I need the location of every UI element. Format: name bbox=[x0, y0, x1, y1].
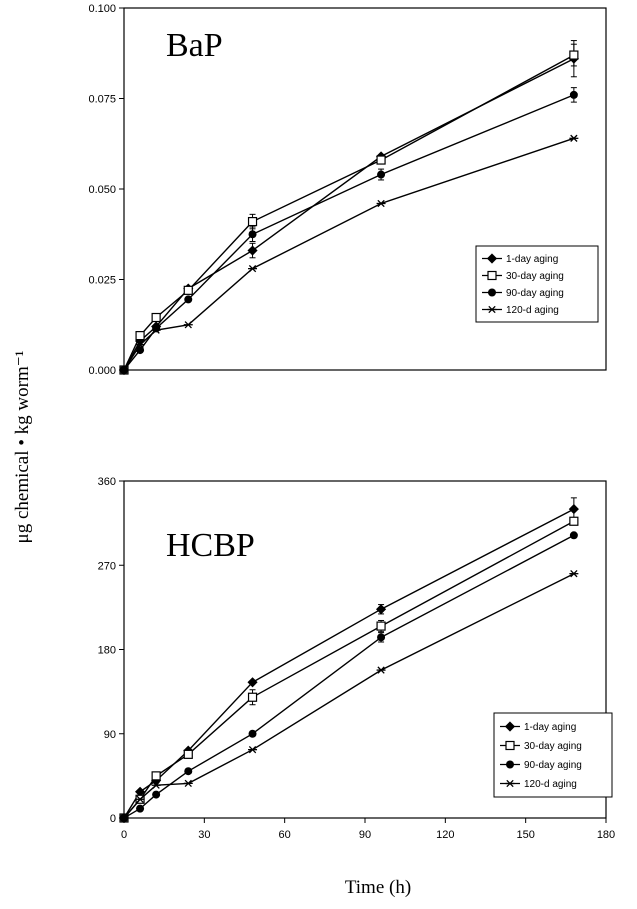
data-point bbox=[183, 285, 193, 295]
legend: 1-day aging 30-day aging 90-day aging 120-d… bbox=[475, 245, 599, 323]
hcbp-chart-panel: 0 90 180 270 360 0 30 60 90 120 150 180 HCBP 1-day ag… bbox=[98, 476, 616, 841]
legend-marker bbox=[486, 253, 498, 264]
x-tick-label: 150 bbox=[516, 829, 534, 841]
legend-label: 1-day aging bbox=[524, 722, 576, 733]
data-point bbox=[184, 767, 193, 776]
y-tick-label: 270 bbox=[98, 560, 116, 572]
legend-item: 30-day aging bbox=[500, 740, 582, 752]
data-point bbox=[569, 134, 579, 142]
data-point bbox=[183, 749, 193, 759]
series-90-day-aging bbox=[120, 531, 578, 822]
data-point bbox=[377, 170, 386, 179]
y-tick-label: 360 bbox=[98, 476, 116, 488]
legend-marker bbox=[506, 760, 514, 769]
data-point bbox=[152, 790, 161, 799]
data-point bbox=[248, 230, 257, 239]
data-point bbox=[151, 312, 161, 323]
data-point bbox=[248, 746, 258, 754]
legend-label: 30-day aging bbox=[524, 741, 582, 752]
data-point bbox=[183, 321, 193, 329]
legend-marker bbox=[505, 779, 515, 788]
data-point bbox=[119, 366, 129, 374]
x-tick-label: 90 bbox=[359, 829, 371, 841]
legend-marker bbox=[487, 270, 497, 281]
data-point bbox=[569, 90, 578, 99]
legend-label: 30-day aging bbox=[506, 271, 564, 282]
data-point bbox=[376, 604, 387, 615]
series-line bbox=[123, 94, 575, 371]
x-tick-label: 180 bbox=[597, 829, 615, 841]
legend-marker bbox=[488, 288, 496, 297]
legend: 1-day aging 30-day aging 90-day aging 120-d… bbox=[493, 712, 613, 798]
data-point bbox=[183, 779, 193, 788]
data-point bbox=[568, 504, 579, 515]
legend-label: 120-d aging bbox=[506, 305, 559, 316]
legend-item: 1-day aging bbox=[500, 721, 576, 733]
y-tick-label: 0.000 bbox=[88, 365, 116, 377]
data-point bbox=[151, 771, 161, 781]
data-point bbox=[248, 729, 257, 738]
data-point bbox=[248, 264, 258, 273]
legend-label: 1-day aging bbox=[506, 254, 558, 265]
data-point bbox=[184, 295, 193, 304]
data-point bbox=[247, 677, 258, 688]
legend-marker bbox=[487, 305, 497, 314]
data-point bbox=[135, 341, 145, 349]
series-90-day-aging bbox=[120, 87, 578, 374]
x-tick-label: 30 bbox=[198, 829, 210, 841]
series-120-d-aging bbox=[119, 134, 579, 374]
data-point bbox=[151, 326, 161, 334]
bap-chart-panel: 0.000 0.025 0.050 0.075 0.100 BaP 1-day aging 3… bbox=[88, 3, 607, 377]
data-point bbox=[247, 692, 258, 702]
legend-label: 90-day aging bbox=[506, 288, 564, 299]
y-tick-label: 0.100 bbox=[88, 3, 116, 15]
legend-item: 90-day aging bbox=[500, 760, 582, 771]
data-point bbox=[136, 804, 145, 813]
y-tick-label: 90 bbox=[104, 729, 116, 741]
data-point bbox=[376, 155, 386, 165]
x-axis-title: Time (h) bbox=[345, 877, 411, 898]
data-point bbox=[376, 621, 386, 631]
panel-title: BaP bbox=[166, 27, 223, 64]
data-point bbox=[135, 795, 145, 803]
series-line bbox=[123, 58, 575, 371]
x-tick-label: 120 bbox=[436, 829, 454, 841]
legend-item: 120-d aging bbox=[500, 779, 577, 790]
data-point bbox=[377, 633, 386, 642]
legend-item: 30-day aging bbox=[482, 270, 564, 282]
data-point bbox=[376, 199, 386, 208]
y-tick-label: 0 bbox=[110, 813, 116, 825]
data-point bbox=[569, 50, 579, 60]
legend-marker bbox=[505, 740, 515, 751]
x-tick-label: 0 bbox=[121, 829, 127, 841]
data-point bbox=[569, 531, 578, 540]
legend-item: 90-day aging bbox=[482, 288, 564, 299]
data-point bbox=[247, 245, 258, 256]
x-tick-label: 60 bbox=[279, 829, 291, 841]
data-point bbox=[151, 781, 161, 789]
y-tick-label: 0.075 bbox=[88, 94, 116, 106]
legend-marker bbox=[504, 721, 516, 732]
legend-item: 1-day aging bbox=[482, 253, 558, 265]
data-point bbox=[135, 331, 145, 341]
legend-item: 120-d aging bbox=[482, 305, 559, 316]
y-tick-label: 0.050 bbox=[88, 184, 116, 196]
y-axis-title: μg chemical • kg worm⁻¹ bbox=[12, 350, 33, 543]
legend-label: 90-day aging bbox=[524, 760, 582, 771]
data-point bbox=[569, 516, 579, 526]
data-point bbox=[376, 666, 386, 674]
data-point bbox=[119, 814, 129, 822]
series-120-d-aging bbox=[119, 570, 579, 822]
data-point bbox=[247, 216, 258, 227]
panel-title: HCBP bbox=[166, 527, 255, 564]
data-point bbox=[152, 324, 161, 333]
y-tick-label: 180 bbox=[98, 645, 116, 657]
y-tick-label: 0.025 bbox=[88, 275, 116, 287]
data-point bbox=[569, 570, 579, 578]
legend-label: 120-d aging bbox=[524, 779, 577, 790]
